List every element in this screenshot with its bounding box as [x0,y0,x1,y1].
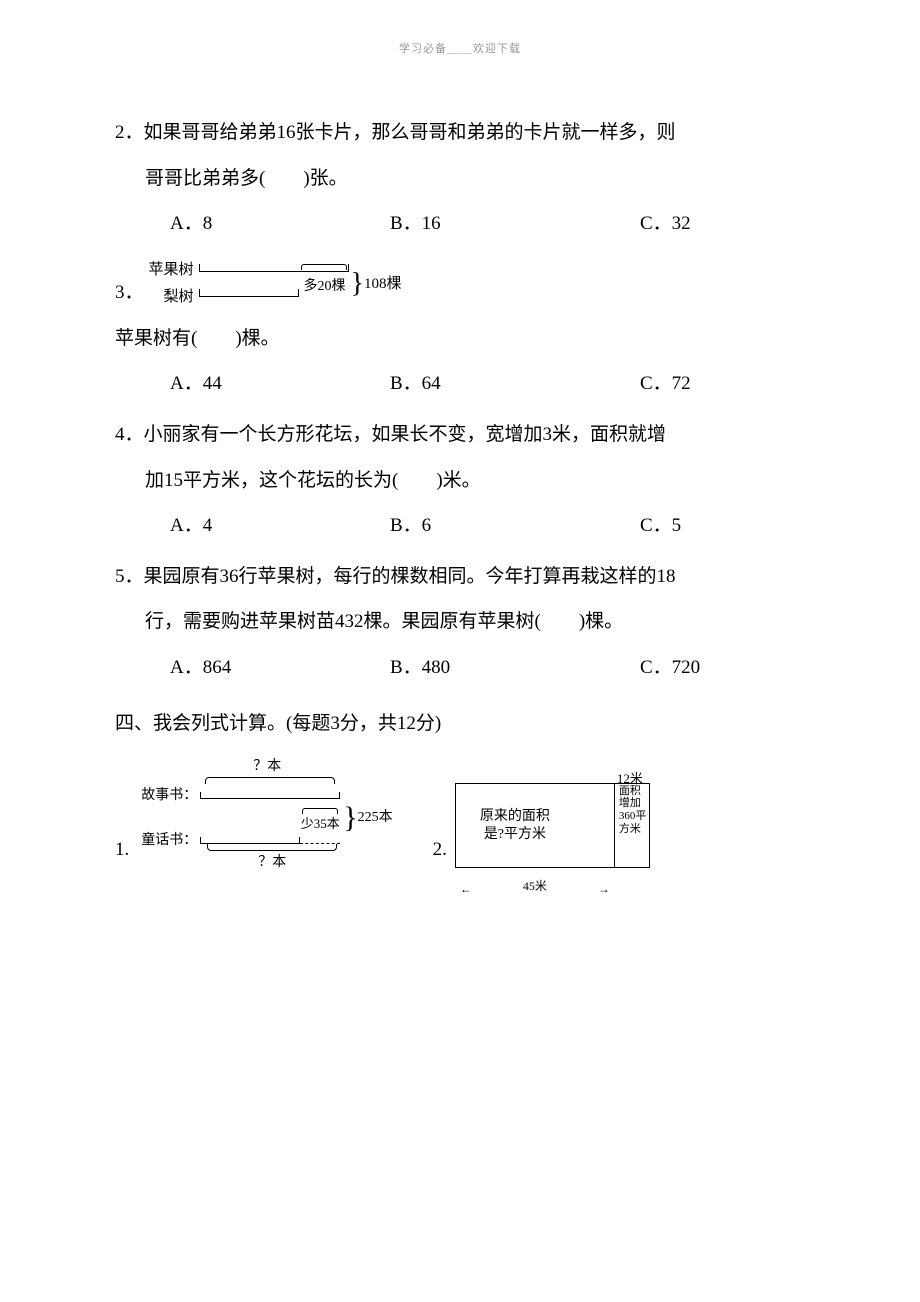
q4-continuation: 加15平方米，这个花坛的长为( )米。 [115,458,805,504]
d1-top-question: ？本 [197,756,337,777]
calculation-diagrams: 1. ？本 故事书： [115,756,805,873]
d1-brace: } [343,804,357,831]
page-header: 学习必备____欢迎下载 [399,40,521,56]
q4-option-b: B．6 [390,503,640,549]
diagram-1: 1. ？本 故事书： [115,756,393,873]
q4-text: 4．小丽家有一个长方形花坛，如果长不变，宽增加3米，面积就增 [115,412,805,458]
d2-number: 2. [433,827,447,873]
q3-option-b: B．64 [390,361,640,407]
d1-total: 225本 [358,807,393,828]
q2-option-c: C．32 [640,201,790,247]
q3-apple-label: 苹果树 [149,257,194,284]
q3-pear-label: 梨树 [149,284,194,311]
q3-diagram: 苹果树 梨树 多20棵 } 108棵 [149,257,402,311]
q4-options: A．4 B．6 C．5 [115,503,805,549]
section-4-title: 四、我会列式计算。(每题3分，共12分) [115,701,805,747]
q2-options: A．8 B．16 C．32 [115,201,805,247]
q2-option-a: A．8 [170,201,390,247]
document-content: 2．如果哥哥给弟弟16张卡片，那么哥哥和弟弟的卡片就一样多，则 哥哥比弟弟多( … [115,110,805,873]
d2-main-text: 原来的面积 是?平方米 [480,808,550,844]
d2-ext-text: 面积增加360平方米 [619,785,651,836]
d1-less-label: 少35本 [300,814,340,834]
question-4: 4．小丽家有一个长方形花坛，如果长不变，宽增加3米，面积就增 加15平方米，这个… [115,412,805,549]
q2-text: 2．如果哥哥给弟弟16张卡片，那么哥哥和弟弟的卡片就一样多，则 [115,110,805,156]
d1-top-brace [200,777,340,785]
d1-fairy-bar [200,837,300,844]
q3-total: 108棵 [364,266,402,302]
d1-bottom-question: ？本 [258,855,286,870]
d1-story-label: 故事书： [137,785,197,806]
d1-fairy-label: 童话书： [137,830,197,851]
q3-number: 3． [115,270,144,316]
q5-option-a: A．864 [170,645,390,691]
q5-options: A．864 B．480 C．720 [115,645,805,691]
q2-continuation: 哥哥比弟弟多( )张。 [115,156,805,202]
d1-bottom-brace: ？本 [197,851,347,873]
q4-option-c: C．5 [640,503,790,549]
q3-pear-bar [199,289,299,297]
q3-stem: 苹果树有( )棵。 [115,316,805,362]
q3-option-c: C．72 [640,361,790,407]
q3-brace: } [351,270,364,298]
d1-story-bar [200,792,340,799]
q3-options: A．44 B．64 C．72 [115,361,805,407]
q5-option-c: C．720 [640,645,790,691]
d1-fairy-dash [300,837,340,844]
q5-option-b: B．480 [390,645,640,691]
d1-number: 1. [115,827,129,873]
q3-extra-text: 多20棵 [304,270,346,304]
question-3: 3． 苹果树 梨树 多20棵 } 108 [115,252,805,407]
q5-text: 5．果园原有36行苹果树，每行的棵数相同。今年打算再栽这样的18 [115,554,805,600]
diagram-2: 2. 12米 原来的面积 是?平方米 面积增加360平方米 45米 [433,763,655,873]
question-2: 2．如果哥哥给弟弟16张卡片，那么哥哥和弟弟的卡片就一样多，则 哥哥比弟弟多( … [115,110,805,247]
q2-option-b: B．16 [390,201,640,247]
q4-option-a: A．4 [170,503,390,549]
q3-option-a: A．44 [170,361,390,407]
q5-continuation: 行，需要购进苹果树苗432棵。果园原有苹果树( )棵。 [115,599,805,645]
question-5: 5．果园原有36行苹果树，每行的棵数相同。今年打算再栽这样的18 行，需要购进苹… [115,554,805,691]
